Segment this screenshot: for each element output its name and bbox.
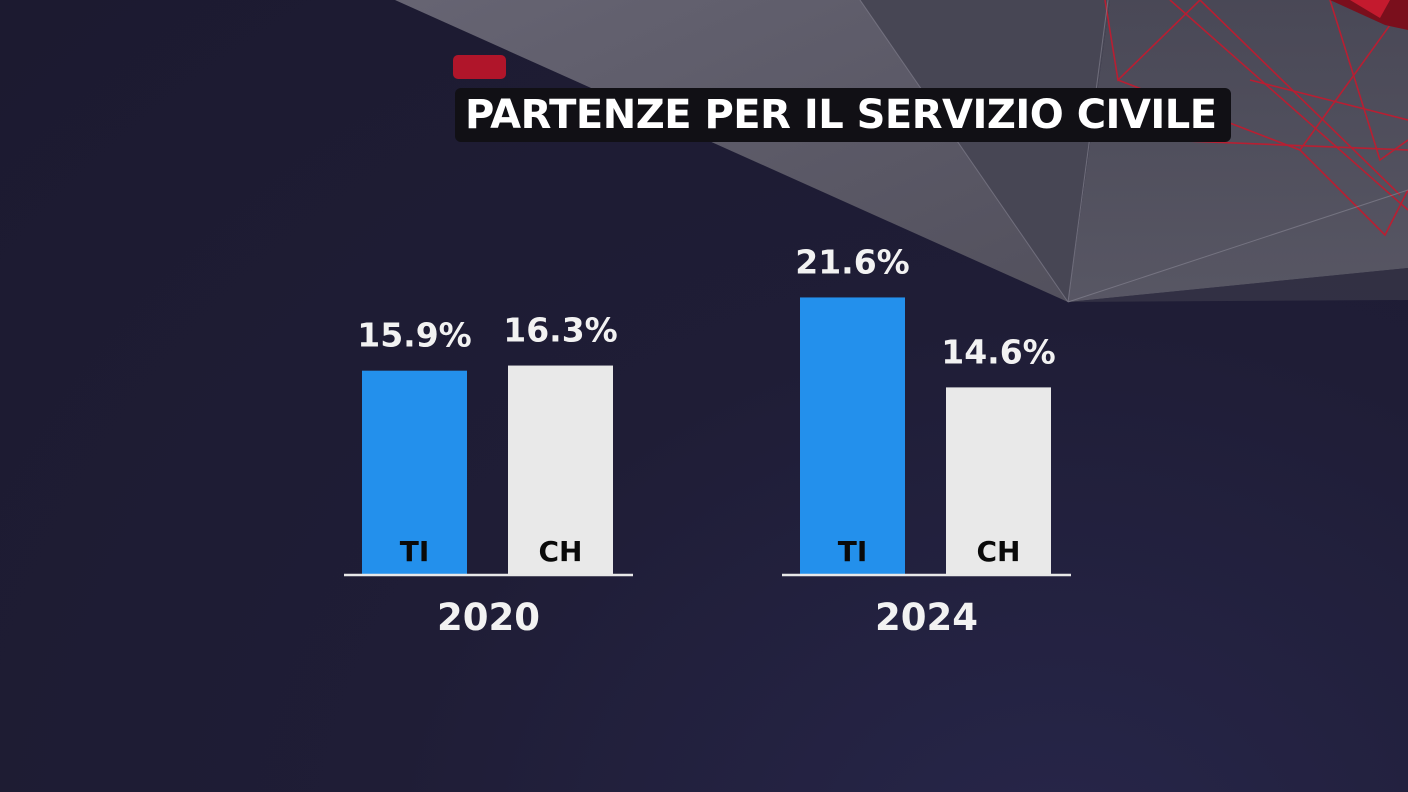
value-label-ti-2024: 21.6%	[795, 242, 910, 281]
accent-tag	[453, 55, 506, 79]
bar-ti-2020	[362, 370, 467, 575]
title-banner: PARTENZE PER IL SERVIZIO CIVILE	[455, 88, 1231, 142]
value-label-ch-2024: 14.6%	[941, 332, 1056, 371]
series-label-ch-2024: CH	[977, 535, 1021, 568]
value-label-ch-2020: 16.3%	[503, 311, 618, 350]
category-label-2024: 2024	[875, 596, 978, 639]
bar-ch-2020	[508, 365, 613, 575]
series-label-ti-2024: TI	[838, 535, 868, 568]
bar-ch-2024	[946, 387, 1051, 575]
series-label-ti-2020: TI	[400, 535, 430, 568]
bar-ti-2024	[800, 297, 905, 575]
value-label-ti-2020: 15.9%	[357, 316, 472, 355]
chart-title: PARTENZE PER IL SERVIZIO CIVILE	[465, 92, 1217, 138]
category-label-2020: 2020	[437, 596, 540, 639]
series-label-ch-2020: CH	[539, 535, 583, 568]
